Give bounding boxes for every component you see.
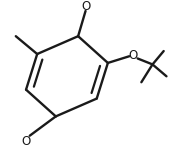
Text: O: O bbox=[81, 0, 90, 13]
Text: O: O bbox=[128, 49, 138, 62]
Text: O: O bbox=[21, 135, 31, 148]
